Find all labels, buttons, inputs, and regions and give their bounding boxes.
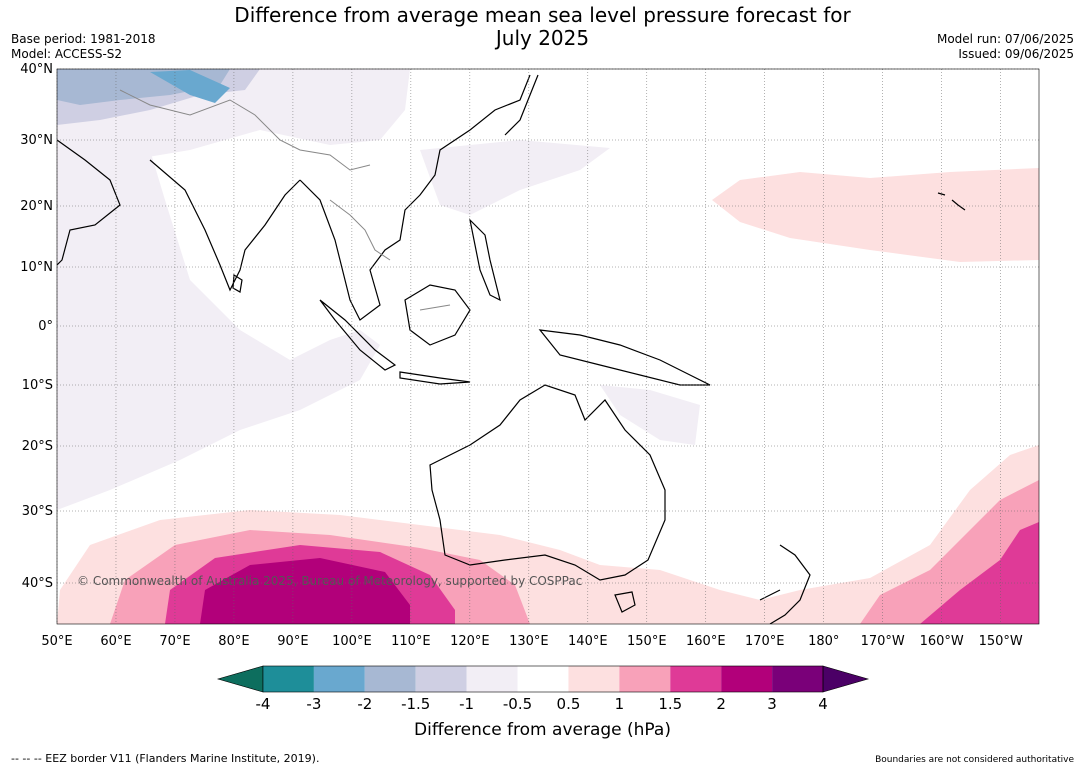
coast-java [399, 371, 471, 385]
colorbar-segment [568, 666, 620, 692]
colorbar-segment [466, 666, 518, 692]
copyright-notice: © Commonwealth of Australia 2025, Bureau… [77, 574, 583, 588]
colorbar-segment [619, 666, 671, 692]
colorbar [216, 665, 870, 693]
colorbar-frame [262, 665, 824, 693]
colorbar-label: Difference from average (hPa) [414, 720, 671, 740]
lat-tick-label: 20°S [22, 439, 53, 454]
border-indochina [329, 199, 391, 261]
anomaly-region-magenta-se [920, 522, 1039, 624]
lon-tick-label: 140°E [568, 634, 608, 649]
base-period-text: Base period: 1981-2018 [11, 32, 156, 46]
anomaly-region-lavender-west [57, 90, 380, 510]
lon-tick-label: 160°E [686, 634, 726, 649]
colorbar-segment [313, 666, 365, 692]
colorbar-segment [364, 666, 416, 692]
lat-tick-label: 10°N [20, 260, 53, 275]
model-run-text: Model run: 07/06/2025 [936, 32, 1074, 46]
colorbar-segment [263, 666, 314, 692]
border-central-asia [119, 89, 371, 171]
anomaly-region-lavender-pacific [420, 140, 610, 215]
issued-text: Issued: 09/06/2025 [958, 47, 1074, 61]
title-line-2: July 2025 [495, 26, 590, 50]
colorbar-tick-label: 1 [614, 695, 625, 713]
coast-india [149, 159, 301, 292]
coastlines [57, 74, 966, 624]
coast-japan [504, 74, 539, 136]
colorbar-left-extension [216, 665, 264, 693]
lon-tick-label: 60°E [100, 634, 131, 649]
graticule: 40°N 30°N 20°N 10°N 0° 10°S 20°S 30°S 40°S 50°E 60… [20, 62, 1039, 649]
coast-australia [429, 384, 666, 581]
lat-tick-label: 0° [38, 319, 53, 334]
lon-tick-label: 150°W [979, 634, 1023, 649]
colorbar-tick-label: -2 [357, 695, 373, 713]
colorbar-tick-label: -4 [255, 695, 271, 713]
anomaly-region-pink-north-pacific [712, 168, 1039, 262]
lon-tick-label: 120°E [450, 634, 490, 649]
lon-tick-label: 70°E [159, 634, 190, 649]
colorbar-segment [772, 666, 823, 692]
coast-philippines [469, 218, 501, 302]
meta-right: Model run: 07/06/2025 Issued: 09/06/2025 [937, 32, 1074, 62]
lon-tick-label: 170°E [745, 634, 785, 649]
lat-tick-label: 20°N [20, 199, 53, 214]
lat-tick-label: 40°S [22, 576, 53, 591]
coast-africa-arabia [57, 139, 121, 266]
colorbar-tick-label: -1 [459, 695, 475, 713]
lon-tick-label: 150°E [627, 634, 667, 649]
lon-tick-label: 110°E [391, 634, 431, 649]
lon-tick-label: 50°E [41, 634, 72, 649]
anomaly-region-lavender-ne [600, 385, 700, 445]
colorbar-tick-label: 2 [716, 695, 726, 713]
boundaries-disclaimer: Boundaries are not considered authoritat… [875, 755, 1074, 765]
lat-tick-label: 30°N [20, 133, 53, 148]
colorbar-right-extension [822, 665, 870, 693]
lat-tick-label: 40°N [20, 62, 53, 77]
colorbar-tick-label: 1.5 [658, 695, 683, 713]
colorbar-tick-label: 3 [767, 695, 777, 713]
coast-southeast-asia [299, 74, 531, 321]
lon-tick-label: 160°W [920, 634, 964, 649]
lon-tick-label: 170°W [861, 634, 905, 649]
borders [119, 89, 451, 311]
model-text: Model: ACCESS-S2 [11, 47, 123, 61]
border-borneo [419, 304, 451, 311]
map-frame [56, 68, 1040, 625]
anomaly-region-darkblue [150, 70, 230, 103]
eez-border-note: -- -- -- EEZ border V11 (Flanders Marine… [11, 752, 320, 765]
colorbar-tick-label: -1.5 [401, 695, 431, 713]
colorbar-tick-label: 4 [818, 695, 828, 713]
chart-title: Difference from average mean sea level p… [0, 4, 1085, 50]
coast-new-guinea [538, 329, 711, 386]
lon-tick-label: 130°E [509, 634, 549, 649]
lat-tick-label: 10°S [22, 378, 53, 393]
coast-borneo [404, 284, 471, 346]
lon-tick-label: 90°E [277, 634, 308, 649]
coast-new-zealand [759, 544, 811, 624]
colorbar-segment [721, 666, 773, 692]
colorbar-tick-label: -3 [306, 695, 322, 713]
coast-hawaii [937, 192, 966, 211]
colorbar-tick-label: -0.5 [502, 695, 533, 713]
colorbar-segment [517, 666, 569, 692]
anomaly-fields [57, 69, 1039, 624]
lon-tick-label: 180° [808, 634, 839, 649]
colorbar-segment [670, 666, 722, 692]
lat-tick-label: 30°S [22, 504, 53, 519]
lon-tick-label: 80°E [218, 634, 249, 649]
colorbar-segment [415, 666, 467, 692]
title-line-1: Difference from average mean sea level p… [234, 3, 851, 27]
coast-sri-lanka [232, 273, 243, 293]
lon-tick-label: 100°E [332, 634, 372, 649]
meta-left: Base period: 1981-2018 Model: ACCESS-S2 [11, 32, 156, 62]
anomaly-region-purple-south [200, 558, 410, 624]
colorbar-tick-label: 0.5 [556, 695, 581, 713]
coast-sumatra [319, 299, 397, 371]
coast-tasmania [614, 591, 636, 613]
